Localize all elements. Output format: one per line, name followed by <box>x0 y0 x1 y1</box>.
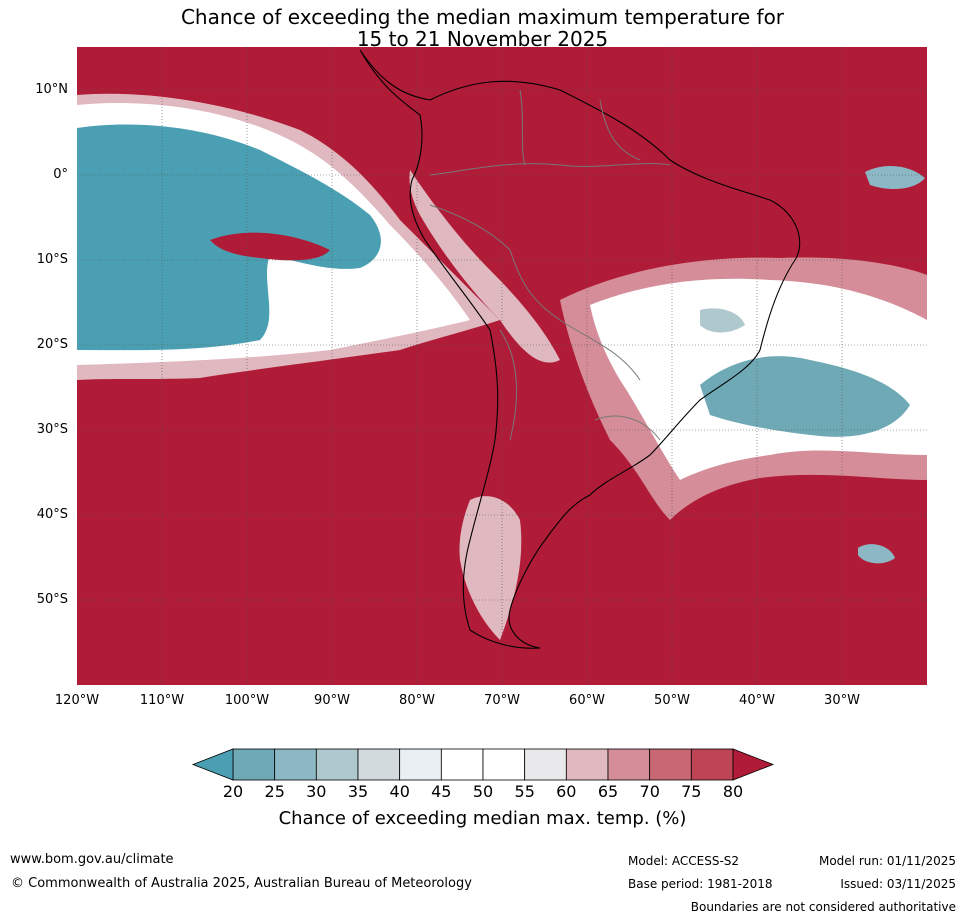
lon-label-60w: 60°W <box>569 693 605 708</box>
lon-label-90w: 90°W <box>314 693 350 708</box>
map-title-line-1: Chance of exceeding the median maximum t… <box>180 5 785 29</box>
lat-label-10s: 10°S <box>36 252 68 267</box>
colorbar-segment <box>399 748 442 781</box>
model-name: Model: ACCESS-S2 <box>628 854 740 868</box>
colorbar-segment <box>565 748 609 781</box>
colorbar-low-extension <box>191 748 234 781</box>
map-title-line-2: 15 to 21 November 2025 <box>356 27 609 51</box>
lon-label-110w: 110°W <box>139 693 185 708</box>
lon-label-100w: 100°W <box>224 693 270 708</box>
base-period: Base period: 1981-2018 <box>628 877 773 891</box>
colorbar-tick-80: 80 <box>722 782 744 801</box>
colorbar-tick-20: 20 <box>222 782 244 801</box>
colorbar-segment <box>649 748 692 781</box>
colorbar-tick-65: 65 <box>597 782 619 801</box>
atlantic-cool-region <box>700 356 910 437</box>
south-atlantic-cool-patch <box>858 544 895 564</box>
probability-map <box>77 47 927 685</box>
colorbar-tick-25: 25 <box>264 782 285 801</box>
colorbar-segment <box>482 748 526 781</box>
patagonia-neutral-region <box>459 496 522 640</box>
colorbar-high-extension <box>732 748 775 781</box>
colorbar <box>191 748 775 781</box>
boundaries-disclaimer: Boundaries are not considered authoritat… <box>690 900 956 914</box>
colorbar-tick-75: 75 <box>681 782 702 801</box>
colorbar-segment <box>440 748 484 781</box>
map-gridlines <box>77 47 927 685</box>
lon-label-40w: 40°W <box>739 693 775 708</box>
colorbar-segment <box>315 748 359 781</box>
colorbar-segment <box>607 748 651 781</box>
colorbar-tick-40: 40 <box>389 782 410 801</box>
model-run-date: Model run: 01/11/2025 <box>818 854 956 868</box>
colorbar-tick-35: 35 <box>347 782 369 801</box>
colorbar-tick-55: 55 <box>514 782 535 801</box>
andes-neutral-strip <box>409 170 560 363</box>
colorbar-tick-50: 50 <box>472 782 494 801</box>
website-link[interactable]: www.bom.gov.au/climate <box>10 852 174 867</box>
colorbar-tick-70: 70 <box>639 782 660 801</box>
colorbar-segment <box>232 748 276 781</box>
colorbar-tick-30: 30 <box>306 782 327 801</box>
lon-label-50w: 50°W <box>654 693 690 708</box>
lon-label-30w: 30°W <box>824 693 860 708</box>
lat-label-0: 0° <box>53 167 68 182</box>
lat-label-20s: 20°S <box>36 337 68 352</box>
lon-label-120w: 120°W <box>54 693 100 708</box>
colorbar-segment <box>357 748 401 781</box>
national-borders <box>429 89 671 441</box>
lat-label-40s: 40°S <box>36 507 68 522</box>
lon-label-80w: 80°W <box>399 693 435 708</box>
colorbar-tick-60: 60 <box>556 782 577 801</box>
pacific-warm-tongue <box>210 232 330 261</box>
lat-label-30s: 30°S <box>36 422 68 437</box>
colorbar-segment <box>274 748 317 781</box>
south-america-coastline <box>359 49 801 649</box>
lon-label-70w: 70°W <box>484 693 520 708</box>
colorbar-segment <box>524 748 567 781</box>
colorbar-tick-45: 45 <box>431 782 452 801</box>
lat-label-10n: 10°N <box>35 82 68 97</box>
colorbar-label: Chance of exceeding median max. temp. (%… <box>278 808 687 829</box>
lat-label-50s: 50°S <box>36 592 68 607</box>
copyright-text: © Commonwealth of Australia 2025, Austra… <box>11 876 472 891</box>
issued-date: Issued: 03/11/2025 <box>840 877 956 891</box>
equator-cool-patch <box>865 166 925 190</box>
brazil-cool-patch <box>700 308 745 333</box>
colorbar-segment <box>690 748 734 781</box>
